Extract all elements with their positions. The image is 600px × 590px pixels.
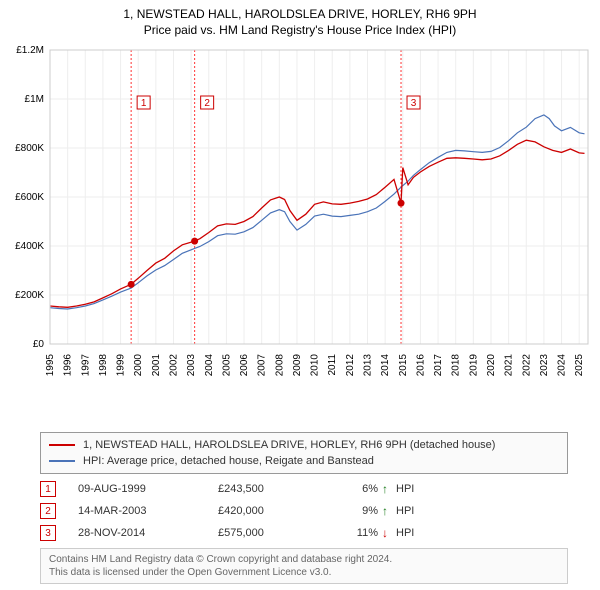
svg-text:3: 3 (411, 98, 417, 109)
svg-text:£1.2M: £1.2M (16, 45, 44, 56)
svg-text:£800K: £800K (15, 143, 44, 154)
sale-marker-badge: 3 (40, 525, 56, 541)
svg-text:1996: 1996 (63, 354, 74, 377)
chart-page: 1, NEWSTEAD HALL, HAROLDSLEA DRIVE, HORL… (0, 0, 600, 590)
svg-text:2015: 2015 (398, 354, 409, 377)
sale-row: 2 14-MAR-2003£420,0009%↑HPI (40, 500, 560, 522)
svg-text:2000: 2000 (133, 354, 144, 377)
svg-text:£400K: £400K (15, 241, 44, 252)
svg-text:2007: 2007 (257, 354, 268, 377)
legend-box: 1, NEWSTEAD HALL, HAROLDSLEA DRIVE, HORL… (40, 432, 568, 474)
trend-arrow-icon: ↑ (382, 482, 396, 496)
sales-table: 109-AUG-1999£243,5006%↑HPI214-MAR-2003£4… (40, 478, 560, 544)
title-line-1: 1, NEWSTEAD HALL, HAROLDSLEA DRIVE, HORL… (0, 6, 600, 22)
svg-text:2010: 2010 (310, 354, 321, 377)
svg-text:2003: 2003 (186, 354, 197, 377)
svg-text:2011: 2011 (327, 354, 338, 376)
svg-text:£1M: £1M (25, 94, 44, 105)
legend-swatch (49, 444, 75, 446)
svg-text:2009: 2009 (292, 354, 303, 377)
sale-marker-badge: 2 (40, 503, 56, 519)
legend-label: 1, NEWSTEAD HALL, HAROLDSLEA DRIVE, HORL… (83, 439, 495, 451)
svg-text:2024: 2024 (557, 354, 568, 377)
svg-text:1: 1 (141, 98, 147, 109)
svg-text:2018: 2018 (451, 354, 462, 377)
sale-hpi-suffix: HPI (396, 483, 436, 495)
sale-hpi-suffix: HPI (396, 527, 436, 539)
sale-pct: 11% (338, 527, 382, 539)
svg-text:2014: 2014 (380, 354, 391, 377)
svg-text:2025: 2025 (574, 354, 585, 377)
svg-text:£600K: £600K (15, 192, 44, 203)
svg-text:2005: 2005 (221, 354, 232, 377)
svg-text:2004: 2004 (204, 354, 215, 377)
svg-text:2013: 2013 (363, 354, 374, 377)
sale-date: 28-NOV-2014 (78, 527, 218, 539)
footer-line-1: Contains HM Land Registry data © Crown c… (49, 553, 559, 566)
legend-item: HPI: Average price, detached house, Reig… (49, 453, 559, 469)
sale-pct: 6% (338, 483, 382, 495)
svg-text:1995: 1995 (45, 354, 56, 377)
title-line-2: Price paid vs. HM Land Registry's House … (0, 22, 600, 38)
footer-attribution: Contains HM Land Registry data © Crown c… (40, 548, 568, 584)
sale-hpi-suffix: HPI (396, 505, 436, 517)
svg-text:2002: 2002 (168, 354, 179, 377)
svg-text:2001: 2001 (151, 354, 162, 377)
sale-row: 1 09-AUG-1999£243,5006%↑HPI (40, 478, 560, 500)
title-block: 1, NEWSTEAD HALL, HAROLDSLEA DRIVE, HORL… (0, 0, 600, 38)
sale-row: 3 28-NOV-2014£575,00011%↓HPI (40, 522, 560, 544)
legend-item: 1, NEWSTEAD HALL, HAROLDSLEA DRIVE, HORL… (49, 437, 559, 453)
svg-text:2008: 2008 (274, 354, 285, 377)
sale-marker-badge: 1 (40, 481, 56, 497)
svg-text:2012: 2012 (345, 354, 356, 377)
legend-label: HPI: Average price, detached house, Reig… (83, 455, 374, 467)
svg-text:1999: 1999 (116, 354, 127, 377)
trend-arrow-icon: ↑ (382, 504, 396, 518)
sale-price: £575,000 (218, 527, 338, 539)
svg-text:2020: 2020 (486, 354, 497, 377)
sale-date: 14-MAR-2003 (78, 505, 218, 517)
svg-text:2019: 2019 (468, 354, 479, 377)
sale-date: 09-AUG-1999 (78, 483, 218, 495)
svg-text:1997: 1997 (80, 354, 91, 377)
sale-price: £420,000 (218, 505, 338, 517)
svg-text:2022: 2022 (521, 354, 532, 377)
svg-text:£0: £0 (33, 339, 45, 350)
trend-arrow-icon: ↓ (382, 526, 396, 540)
svg-text:2023: 2023 (539, 354, 550, 377)
svg-text:2006: 2006 (239, 354, 250, 377)
legend-swatch (49, 460, 75, 462)
svg-text:2021: 2021 (504, 354, 515, 377)
svg-text:2016: 2016 (415, 354, 426, 377)
sale-price: £243,500 (218, 483, 338, 495)
svg-text:£200K: £200K (15, 290, 44, 301)
chart-area: £0 £200K £400K £600K £800K £1M £1.2M 1995 1996 19… (0, 42, 600, 398)
footer-line-2: This data is licensed under the Open Gov… (49, 566, 559, 579)
price-chart-svg: £0 £200K £400K £600K £800K £1M £1.2M 1995 1996 19… (0, 42, 600, 398)
svg-text:2: 2 (204, 98, 210, 109)
sale-pct: 9% (338, 505, 382, 517)
svg-text:2017: 2017 (433, 354, 444, 377)
svg-text:1998: 1998 (98, 354, 109, 377)
